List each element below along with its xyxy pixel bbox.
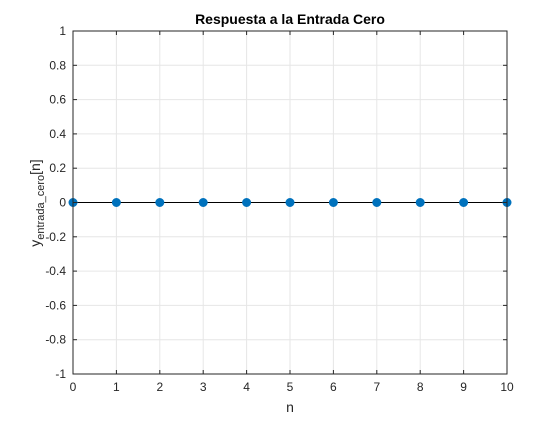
x-tick-label: 8 xyxy=(417,380,424,394)
y-tick-label: -0.6 xyxy=(45,298,66,312)
x-tick-label: 4 xyxy=(243,380,250,394)
x-tick-label: 6 xyxy=(330,380,337,394)
data-point xyxy=(328,198,338,207)
y-tick-label: 0.2 xyxy=(49,161,66,175)
x-tick-label: 3 xyxy=(200,380,207,394)
y-tick-label: -1 xyxy=(55,367,66,381)
y-tick-label: 0.8 xyxy=(49,58,66,72)
y-tick-label: 0.6 xyxy=(49,93,66,107)
x-tick-labels: 0 1 2 3 4 5 6 7 8 9 10 xyxy=(70,380,514,394)
data-point xyxy=(415,198,425,207)
x-tick-label: 5 xyxy=(287,380,294,394)
y-axis-label: yentrada_cero[n] xyxy=(27,159,47,246)
y-tick-labels: -1 -0.8 -0.6 -0.4 -0.2 0 0.2 0.4 0.6 0.8 1 xyxy=(45,24,66,381)
y-tick-label: -0.2 xyxy=(45,230,66,244)
data-point xyxy=(285,198,295,207)
chart-title: Respuesta a la Entrada Cero xyxy=(195,11,385,27)
x-tick-label: 9 xyxy=(460,380,467,394)
y-axis-label-main: y xyxy=(27,240,43,247)
y-tick-label: -0.4 xyxy=(45,264,66,278)
data-point xyxy=(111,198,121,207)
data-point xyxy=(459,198,469,207)
data-points xyxy=(68,198,512,207)
y-tick-label: 1 xyxy=(59,24,66,38)
data-point xyxy=(372,198,382,207)
y-axis-label-subscript: entrada_cero xyxy=(35,175,47,240)
data-point xyxy=(242,198,252,207)
x-tick-label: 1 xyxy=(113,380,120,394)
data-point xyxy=(198,198,208,207)
x-tick-label: 0 xyxy=(70,380,77,394)
x-tick-label: 2 xyxy=(156,380,163,394)
y-axis-label-suffix: [n] xyxy=(27,159,43,175)
x-axis-label: n xyxy=(286,399,294,415)
y-tick-label: 0.4 xyxy=(49,127,66,141)
tick-marks xyxy=(72,30,508,375)
x-tick-label: 10 xyxy=(500,380,514,394)
y-tick-label: -0.8 xyxy=(45,333,66,347)
data-point xyxy=(155,198,165,207)
x-tick-label: 7 xyxy=(373,380,380,394)
y-tick-label: 0 xyxy=(59,196,66,210)
